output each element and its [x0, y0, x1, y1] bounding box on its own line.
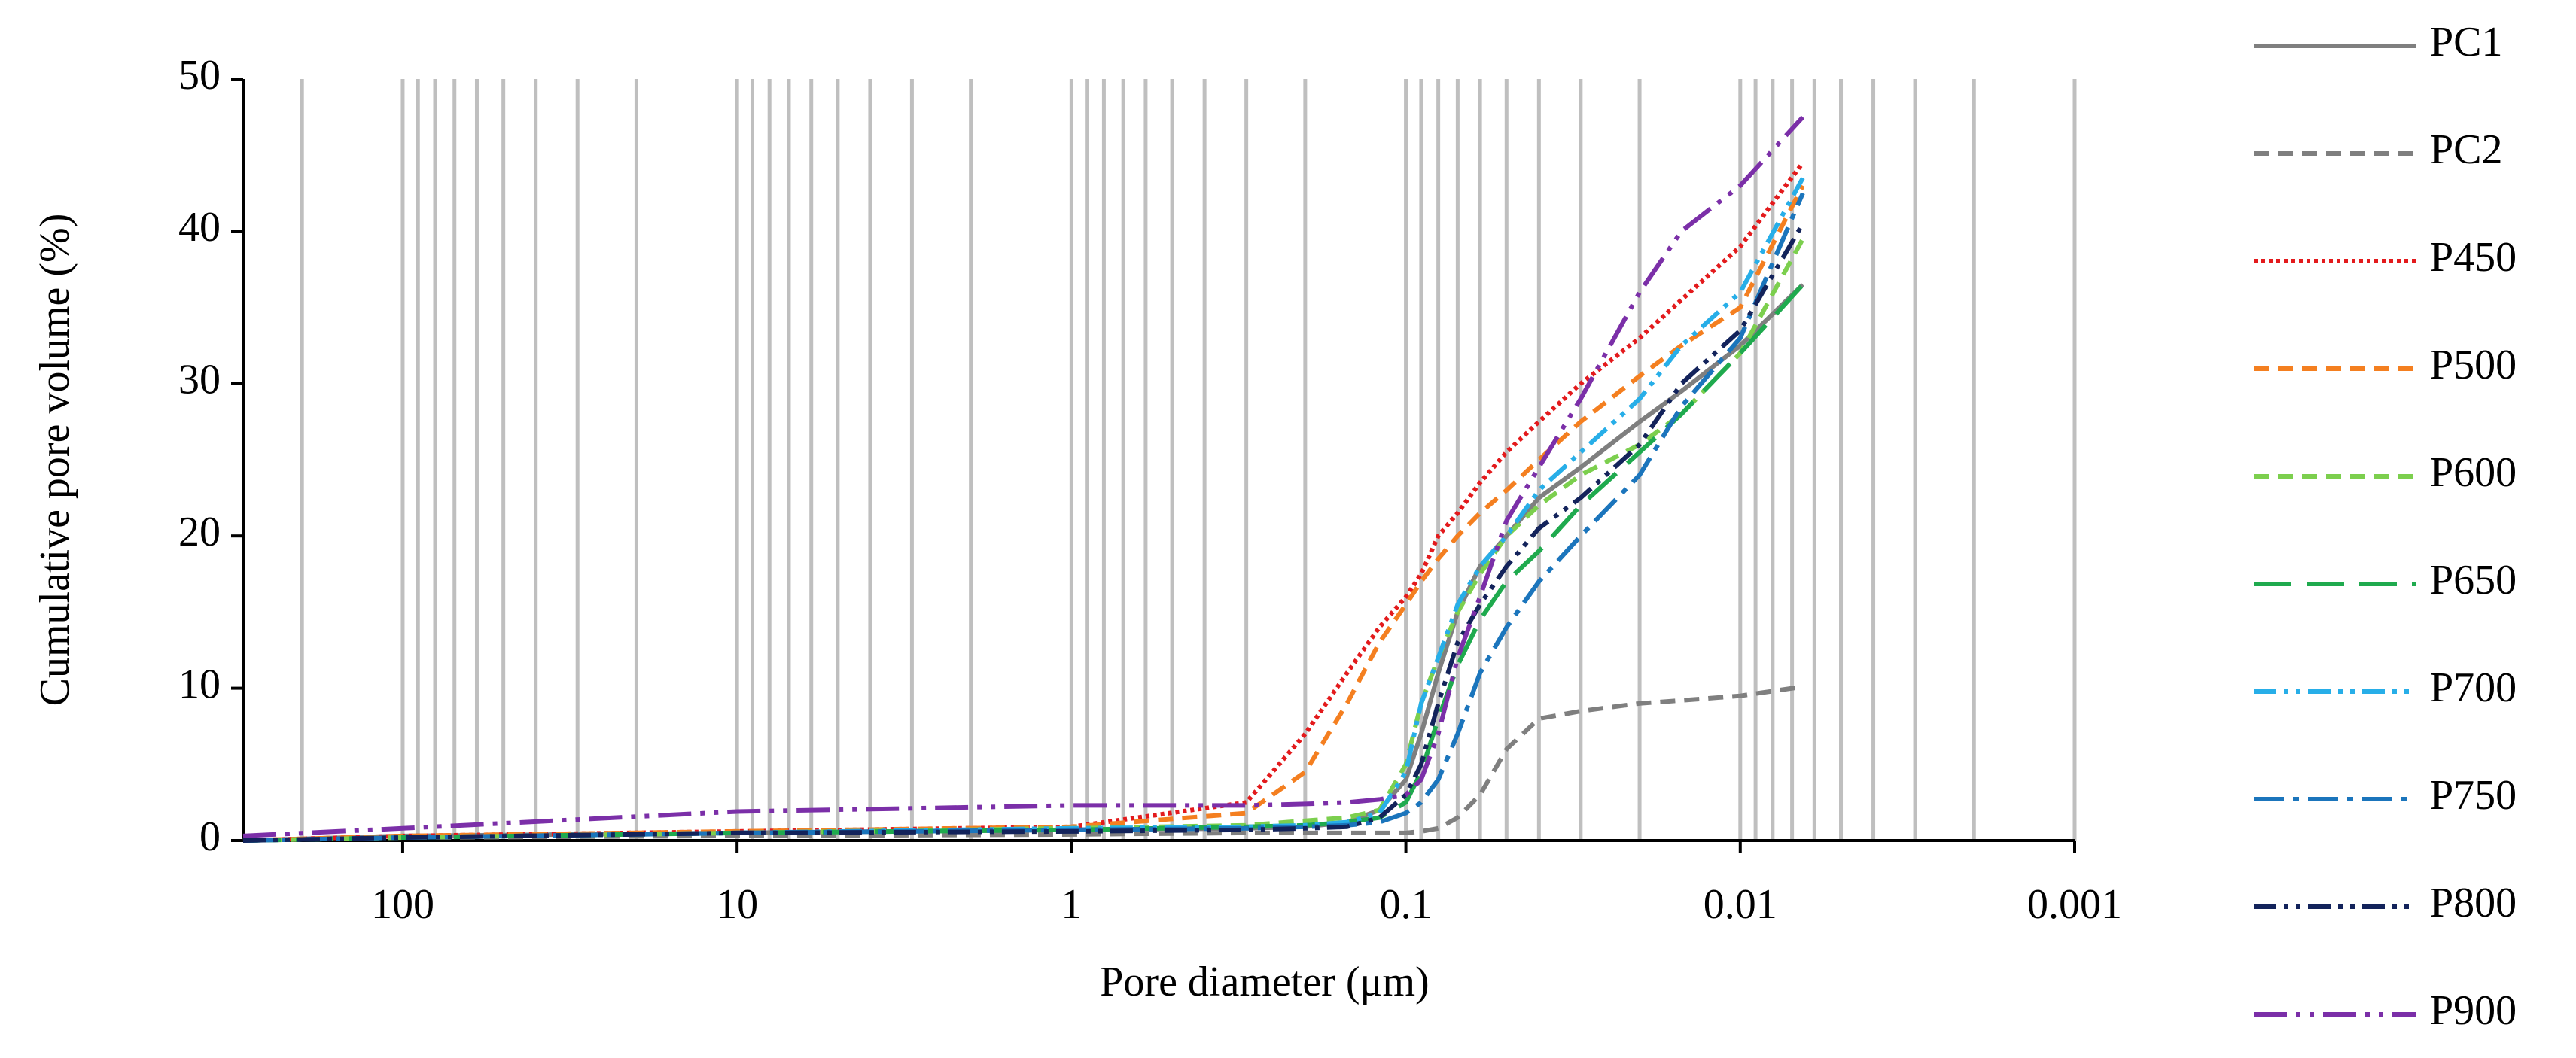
y-tick-label: 0 — [199, 813, 221, 860]
y-axis-title: Cumulative pore volume (%) — [32, 214, 78, 707]
x-tick-label: 100 — [371, 881, 434, 928]
x-tick-label: 0.01 — [1704, 881, 1777, 928]
data-line — [242, 184, 1805, 843]
legend-label: P650 — [2430, 557, 2517, 603]
x-tick-label: 0.1 — [1380, 881, 1433, 928]
x-tick-label: 10 — [716, 881, 758, 928]
legend-label: P750 — [2430, 772, 2517, 819]
y-tick-label: 40 — [178, 204, 221, 251]
data-line — [242, 222, 1805, 843]
y-tick-label: 20 — [178, 509, 221, 555]
data-line — [242, 161, 1805, 843]
legend-label: P800 — [2430, 880, 2517, 926]
x-axis-title: Pore diameter (μm) — [1100, 959, 1429, 1005]
y-tick-label: 30 — [178, 357, 221, 403]
legend-label: PC1 — [2430, 19, 2503, 65]
x-tick-label: 1 — [1061, 881, 1082, 928]
legend-label: P600 — [2430, 449, 2517, 496]
data-line — [242, 115, 1805, 838]
legend-label: P500 — [2430, 342, 2517, 388]
legend-label: PC2 — [2430, 126, 2503, 173]
y-tick-label: 10 — [178, 661, 221, 707]
legend-label: P700 — [2430, 664, 2517, 711]
y-tick-label: 50 — [178, 52, 221, 99]
legend-label: P900 — [2430, 987, 2517, 1034]
legend-label: P450 — [2430, 234, 2517, 281]
data-line — [242, 684, 1804, 843]
x-tick-label: 0.001 — [2027, 881, 2122, 928]
